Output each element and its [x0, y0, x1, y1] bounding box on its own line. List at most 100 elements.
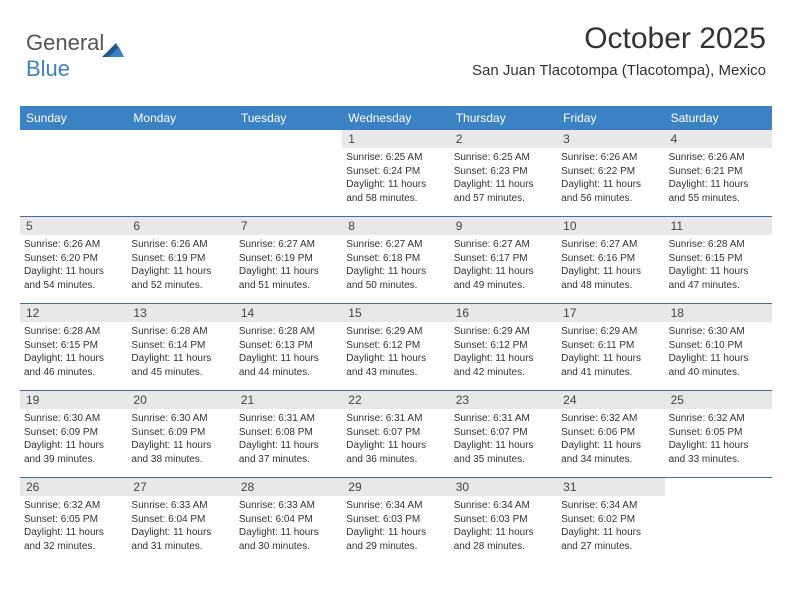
sunset-text: Sunset: 6:17 PM	[454, 252, 553, 266]
daylight1-text: Daylight: 11 hours	[561, 439, 660, 453]
daylight1-text: Daylight: 11 hours	[454, 526, 553, 540]
sunrise-text: Sunrise: 6:25 AM	[346, 151, 445, 165]
calendar-cell: 17Sunrise: 6:29 AMSunset: 6:11 PMDayligh…	[557, 304, 664, 390]
day-number: 10	[557, 217, 664, 235]
sunset-text: Sunset: 6:21 PM	[669, 165, 768, 179]
day-number	[20, 130, 127, 148]
sunset-text: Sunset: 6:05 PM	[669, 426, 768, 440]
sunset-text: Sunset: 6:20 PM	[24, 252, 123, 266]
day-number: 24	[557, 391, 664, 409]
daylight2-text: and 36 minutes.	[346, 453, 445, 467]
weekday-header-row: Sunday Monday Tuesday Wednesday Thursday…	[20, 106, 772, 130]
day-number: 20	[127, 391, 234, 409]
day-number	[127, 130, 234, 148]
calendar-cell: 30Sunrise: 6:34 AMSunset: 6:03 PMDayligh…	[450, 478, 557, 564]
calendar-cell: 31Sunrise: 6:34 AMSunset: 6:02 PMDayligh…	[557, 478, 664, 564]
daylight2-text: and 28 minutes.	[454, 540, 553, 554]
sunset-text: Sunset: 6:23 PM	[454, 165, 553, 179]
daylight1-text: Daylight: 11 hours	[346, 352, 445, 366]
sunrise-text: Sunrise: 6:32 AM	[24, 499, 123, 513]
sunset-text: Sunset: 6:03 PM	[454, 513, 553, 527]
sunrise-text: Sunrise: 6:27 AM	[561, 238, 660, 252]
sunrise-text: Sunrise: 6:31 AM	[346, 412, 445, 426]
weekday-header: Thursday	[450, 106, 557, 130]
sunrise-text: Sunrise: 6:28 AM	[24, 325, 123, 339]
daylight1-text: Daylight: 11 hours	[669, 352, 768, 366]
daylight1-text: Daylight: 11 hours	[239, 265, 338, 279]
sunrise-text: Sunrise: 6:34 AM	[561, 499, 660, 513]
daylight1-text: Daylight: 11 hours	[131, 526, 230, 540]
sunset-text: Sunset: 6:07 PM	[346, 426, 445, 440]
day-number: 3	[557, 130, 664, 148]
page-header: October 2025 San Juan Tlacotompa (Tlacot…	[472, 22, 766, 79]
weekday-header: Friday	[557, 106, 664, 130]
daylight2-text: and 38 minutes.	[131, 453, 230, 467]
day-number: 22	[342, 391, 449, 409]
daylight1-text: Daylight: 11 hours	[454, 439, 553, 453]
day-number: 19	[20, 391, 127, 409]
day-number: 27	[127, 478, 234, 496]
weekday-header: Monday	[127, 106, 234, 130]
sunrise-text: Sunrise: 6:25 AM	[454, 151, 553, 165]
sunrise-text: Sunrise: 6:34 AM	[346, 499, 445, 513]
calendar-cell	[665, 478, 772, 564]
sunset-text: Sunset: 6:16 PM	[561, 252, 660, 266]
daylight2-text: and 27 minutes.	[561, 540, 660, 554]
daylight2-text: and 41 minutes.	[561, 366, 660, 380]
day-number	[665, 478, 772, 496]
daylight1-text: Daylight: 11 hours	[131, 352, 230, 366]
calendar-week: 1Sunrise: 6:25 AMSunset: 6:24 PMDaylight…	[20, 130, 772, 216]
sunset-text: Sunset: 6:15 PM	[669, 252, 768, 266]
calendar-week: 12Sunrise: 6:28 AMSunset: 6:15 PMDayligh…	[20, 303, 772, 390]
daylight2-text: and 48 minutes.	[561, 279, 660, 293]
sunrise-text: Sunrise: 6:27 AM	[454, 238, 553, 252]
sunrise-text: Sunrise: 6:30 AM	[24, 412, 123, 426]
day-number: 14	[235, 304, 342, 322]
calendar-grid: Sunday Monday Tuesday Wednesday Thursday…	[20, 106, 772, 564]
brand-part1: General	[26, 30, 104, 55]
daylight1-text: Daylight: 11 hours	[131, 439, 230, 453]
day-number: 31	[557, 478, 664, 496]
daylight1-text: Daylight: 11 hours	[239, 352, 338, 366]
sunset-text: Sunset: 6:07 PM	[454, 426, 553, 440]
daylight2-text: and 55 minutes.	[669, 192, 768, 206]
calendar-cell: 18Sunrise: 6:30 AMSunset: 6:10 PMDayligh…	[665, 304, 772, 390]
calendar-cell: 19Sunrise: 6:30 AMSunset: 6:09 PMDayligh…	[20, 391, 127, 477]
daylight2-text: and 37 minutes.	[239, 453, 338, 467]
day-number: 21	[235, 391, 342, 409]
daylight1-text: Daylight: 11 hours	[239, 439, 338, 453]
daylight2-text: and 43 minutes.	[346, 366, 445, 380]
day-number: 26	[20, 478, 127, 496]
calendar-cell: 21Sunrise: 6:31 AMSunset: 6:08 PMDayligh…	[235, 391, 342, 477]
calendar-cell: 11Sunrise: 6:28 AMSunset: 6:15 PMDayligh…	[665, 217, 772, 303]
sunrise-text: Sunrise: 6:26 AM	[131, 238, 230, 252]
daylight1-text: Daylight: 11 hours	[561, 526, 660, 540]
day-number: 15	[342, 304, 449, 322]
calendar-week: 26 Sunrise: 6:32 AMSunset: 6:05 PM Dayligh…	[20, 477, 772, 564]
daylight1-text: Daylight: 11 hours	[669, 439, 768, 453]
sunset-text: Sunset: 6:11 PM	[561, 339, 660, 353]
daylight1-text: Daylight: 11 hours	[346, 439, 445, 453]
daylight2-text: and 34 minutes.	[561, 453, 660, 467]
sunset-text: Sunset: 6:19 PM	[131, 252, 230, 266]
day-number: 1	[342, 130, 449, 148]
daylight2-text: and 42 minutes.	[454, 366, 553, 380]
calendar-cell: 26Sunrise: 6:32 AMSunset: 6:05 PMDayligh…	[20, 478, 127, 564]
calendar-cell: 25Sunrise: 6:32 AMSunset: 6:05 PMDayligh…	[665, 391, 772, 477]
day-number: 12	[20, 304, 127, 322]
sunset-text: Sunset: 6:05 PM	[24, 513, 123, 527]
brand-logo: General Blue	[26, 30, 124, 82]
daylight2-text: and 54 minutes.	[24, 279, 123, 293]
day-number	[235, 130, 342, 148]
sunrise-text: Sunrise: 6:31 AM	[239, 412, 338, 426]
daylight1-text: Daylight: 11 hours	[561, 178, 660, 192]
daylight2-text: and 40 minutes.	[669, 366, 768, 380]
calendar-cell: 20Sunrise: 6:30 AMSunset: 6:09 PMDayligh…	[127, 391, 234, 477]
calendar-cell: 24Sunrise: 6:32 AMSunset: 6:06 PMDayligh…	[557, 391, 664, 477]
calendar-cell	[20, 130, 127, 216]
calendar-cell: 15Sunrise: 6:29 AMSunset: 6:12 PMDayligh…	[342, 304, 449, 390]
daylight1-text: Daylight: 11 hours	[346, 526, 445, 540]
sunrise-text: Sunrise: 6:26 AM	[669, 151, 768, 165]
daylight1-text: Daylight: 11 hours	[131, 265, 230, 279]
location-subtitle: San Juan Tlacotompa (Tlacotompa), Mexico	[472, 62, 766, 79]
